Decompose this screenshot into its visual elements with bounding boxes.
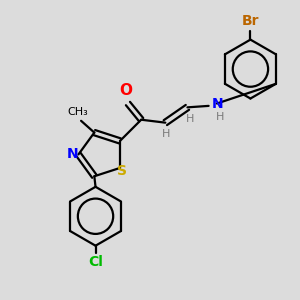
Text: CH₃: CH₃ <box>68 107 88 117</box>
Text: Br: Br <box>242 14 259 28</box>
Text: O: O <box>119 83 132 98</box>
Text: H: H <box>162 129 171 139</box>
Text: N: N <box>212 98 224 111</box>
Text: H: H <box>186 114 195 124</box>
Text: H: H <box>216 112 224 122</box>
Text: Cl: Cl <box>88 254 103 268</box>
Text: S: S <box>117 164 128 178</box>
Text: N: N <box>67 147 78 161</box>
